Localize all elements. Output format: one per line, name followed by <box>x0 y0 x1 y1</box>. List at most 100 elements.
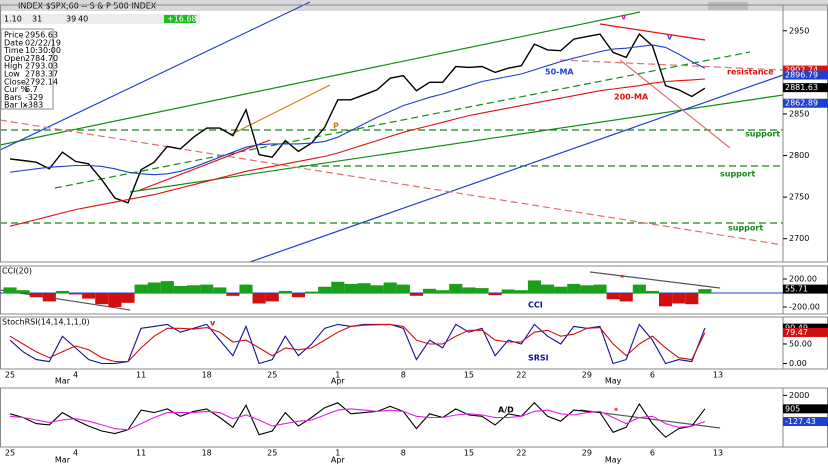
cci-bar <box>200 284 214 294</box>
month-label: Mar <box>55 377 71 386</box>
annotation: P <box>333 122 339 131</box>
series-line <box>9 402 706 438</box>
status-bar <box>0 14 200 24</box>
price-marker-label: 55.71 <box>785 285 808 294</box>
info-value: 2784.70 <box>25 54 58 63</box>
info-box <box>0 28 54 110</box>
cci-bar <box>239 284 253 294</box>
cci-bar <box>580 285 594 294</box>
cci-bar <box>672 293 686 304</box>
info-value: -383 <box>25 101 43 110</box>
annotation: support <box>728 224 763 233</box>
cci-bar <box>383 282 397 294</box>
x-tick-label: 6 <box>650 449 655 458</box>
info-label: Low <box>4 70 20 79</box>
y-tick-label: 2950 <box>789 26 809 35</box>
x-tick-label: 1 <box>335 371 340 380</box>
cci-bar <box>108 293 122 308</box>
cci-bar <box>396 284 410 294</box>
status-field: 39 <box>66 15 76 24</box>
price-marker-label: 2902.74 <box>785 66 818 75</box>
annotation: support <box>745 130 780 139</box>
price-marker <box>783 284 828 294</box>
info-label: Close <box>4 77 26 86</box>
price-marker-label: 2862.89 <box>785 99 818 108</box>
annotation: v <box>210 319 216 328</box>
price-marker <box>783 65 828 75</box>
x-tick-label: 25 <box>267 449 277 458</box>
cci-bar <box>645 290 659 294</box>
month-label: Mar <box>55 456 71 465</box>
y-tick-label: 2000 <box>789 391 809 400</box>
month-label: May <box>605 456 622 465</box>
cci-bar <box>344 283 358 294</box>
price-marker-label: 2896.79 <box>785 71 818 80</box>
info-value: 2956.63 <box>25 31 58 40</box>
price-marker-label: -127.43 <box>785 417 816 426</box>
cci-bar <box>95 293 109 305</box>
cci-bar <box>514 290 528 294</box>
series-label: CCI <box>528 301 543 310</box>
cci-bar <box>134 284 148 294</box>
cci-bar <box>370 285 384 294</box>
x-tick-label: 18 <box>202 371 212 380</box>
month-label: May <box>605 377 622 386</box>
cci-bar <box>318 286 332 294</box>
cci-bar <box>29 293 43 298</box>
info-value: 2793.03 <box>25 62 58 71</box>
panel-title: StochRSI(14,14,1,1,0) <box>2 318 90 327</box>
cci-bar <box>3 287 17 294</box>
cci-bar <box>147 282 161 294</box>
cci-bar <box>55 290 69 294</box>
cci-bar <box>69 293 83 295</box>
series-label: SRSI <box>528 354 549 363</box>
x-tick-label: 4 <box>73 449 78 458</box>
info-value: 02/22/19 <box>25 38 61 47</box>
cci-bar <box>619 293 633 302</box>
cci-bar <box>213 287 227 294</box>
x-tick-label: 1 <box>335 449 340 458</box>
info-label: Bar Ix <box>4 101 28 110</box>
cci-bar <box>462 287 476 294</box>
annotation: * <box>620 274 625 283</box>
y-tick-label: 2850 <box>789 109 809 118</box>
cci-bar <box>488 293 502 296</box>
cci-bar <box>698 289 712 294</box>
status-field: 31 <box>32 15 42 24</box>
y-tick-label: 0.00 <box>789 359 807 368</box>
series-label: A/D <box>498 406 514 415</box>
x-tick-label: 13 <box>713 449 723 458</box>
cci-bar <box>659 293 673 307</box>
chart-title: INDEX $SPX,60 -- S & P 500 INDEX <box>18 2 157 11</box>
annotation: v <box>621 13 627 22</box>
cci-bar <box>252 293 266 304</box>
x-tick-label: 22 <box>516 449 526 458</box>
x-tick-label: 8 <box>401 371 406 380</box>
cci-bar <box>685 293 699 305</box>
cci-bar <box>436 290 450 294</box>
cci-bar <box>567 283 581 294</box>
annotation: support <box>720 170 755 179</box>
cci-bar <box>291 293 305 298</box>
window-buttons[interactable] <box>708 2 748 10</box>
annotation: resistance <box>727 68 774 77</box>
cci-bar <box>541 284 555 294</box>
price-marker <box>783 83 828 93</box>
x-tick-label: 15 <box>464 449 474 458</box>
cci-bar <box>475 288 489 294</box>
cci-bar <box>409 293 423 296</box>
price-marker <box>783 417 828 427</box>
x-tick-label: 8 <box>401 449 406 458</box>
x-tick-label: 29 <box>582 371 592 380</box>
change-value: +16.68 <box>167 15 197 24</box>
cci-bar <box>82 293 96 299</box>
cci-bar <box>16 290 30 294</box>
series-line <box>9 408 706 431</box>
series-label: 50-MA <box>545 68 574 77</box>
x-tick-label: 11 <box>136 371 146 380</box>
price-marker <box>783 327 828 337</box>
info-label: Date <box>4 38 23 47</box>
cci-bar <box>606 293 620 300</box>
